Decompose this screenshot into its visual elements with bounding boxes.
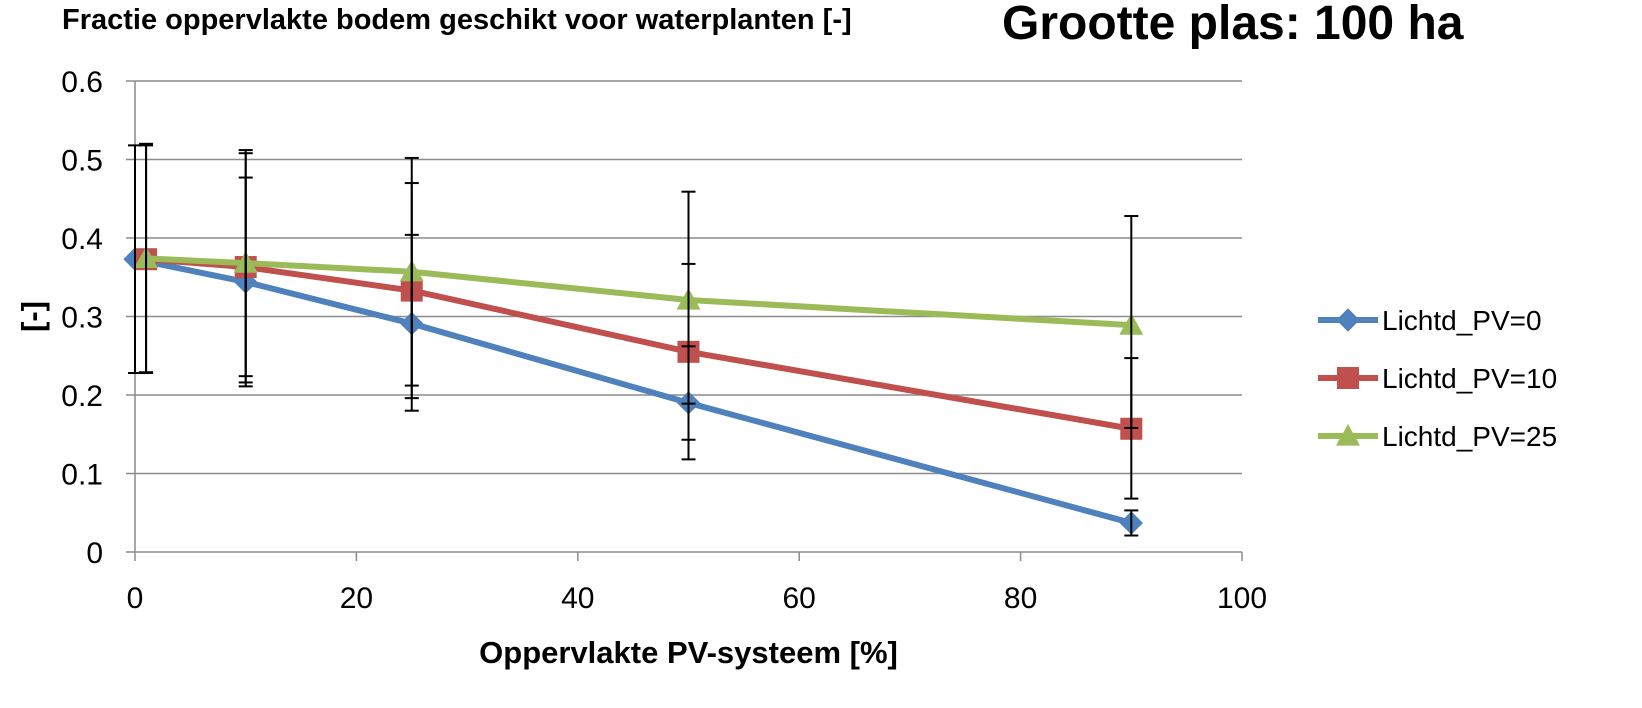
legend-marker-diamond — [1336, 308, 1360, 332]
x-tick-label: 60 — [783, 582, 816, 615]
series-line — [132, 256, 1135, 526]
y-tick-label: 0.2 — [61, 380, 103, 413]
error-bar — [1124, 215, 1139, 429]
legend-item: Lichtd_PV=25 — [1318, 421, 1557, 452]
error-bars-layer — [128, 142, 1139, 537]
y-axis-title: [-] — [15, 301, 50, 332]
y-tick-label: 0.3 — [61, 302, 103, 335]
legend-marker-triangle — [1336, 424, 1360, 446]
legend: Lichtd_PV=0 Lichtd_PV=10 Lichtd_PV=25 — [1318, 305, 1557, 452]
series-square — [135, 248, 1143, 440]
y-tick-label: 0.6 — [61, 66, 103, 99]
x-tick-label: 20 — [340, 582, 373, 615]
y-tick-label: 0 — [86, 537, 103, 570]
legend-item: Lichtd_PV=10 — [1318, 363, 1557, 394]
x-tick-label: 40 — [561, 582, 594, 615]
series-diamond — [123, 247, 1144, 535]
chart-subtitle: Grootte plas: 100 ha — [1002, 0, 1464, 50]
legend-label: Lichtd_PV=10 — [1382, 363, 1557, 394]
error-bar — [404, 156, 419, 387]
y-tick-label: 0.4 — [61, 223, 103, 256]
legend-item: Lichtd_PV=0 — [1318, 305, 1542, 336]
x-axis-title: Oppervlakte PV-systeem [%] — [479, 635, 898, 670]
x-tick-label: 0 — [127, 582, 144, 615]
y-tick-label: 0.1 — [61, 459, 103, 492]
error-bar — [681, 190, 696, 405]
legend-label: Lichtd_PV=0 — [1382, 305, 1542, 336]
legend-marker-square — [1337, 367, 1359, 389]
chart-title: Fractie oppervlakte bodem geschikt voor … — [62, 4, 852, 36]
series-layer — [123, 246, 1144, 535]
error-bar — [139, 142, 154, 374]
tick-labels: 0 0.1 0.2 0.3 0.4 0.5 0.6 0 20 40 60 80 100 — [61, 66, 1267, 615]
series-line — [143, 256, 1135, 432]
y-tick-label: 0.5 — [61, 145, 103, 178]
error-bar — [238, 149, 253, 378]
error-bar — [1124, 509, 1139, 537]
x-tick-label: 100 — [1217, 582, 1267, 615]
x-tick-label: 80 — [1004, 582, 1037, 615]
legend-label: Lichtd_PV=25 — [1382, 421, 1557, 452]
